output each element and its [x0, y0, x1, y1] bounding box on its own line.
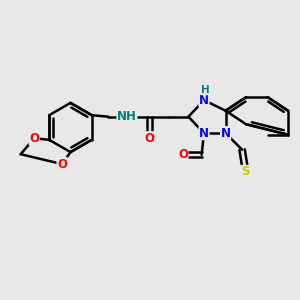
Text: N: N: [199, 127, 209, 140]
Text: N: N: [199, 94, 209, 107]
Text: S: S: [241, 165, 249, 178]
Text: O: O: [144, 132, 154, 145]
Text: NH: NH: [117, 110, 137, 123]
Text: N: N: [220, 127, 231, 140]
Text: O: O: [29, 132, 39, 145]
Text: O: O: [57, 158, 67, 171]
Text: O: O: [178, 148, 188, 161]
Text: H: H: [201, 85, 210, 95]
